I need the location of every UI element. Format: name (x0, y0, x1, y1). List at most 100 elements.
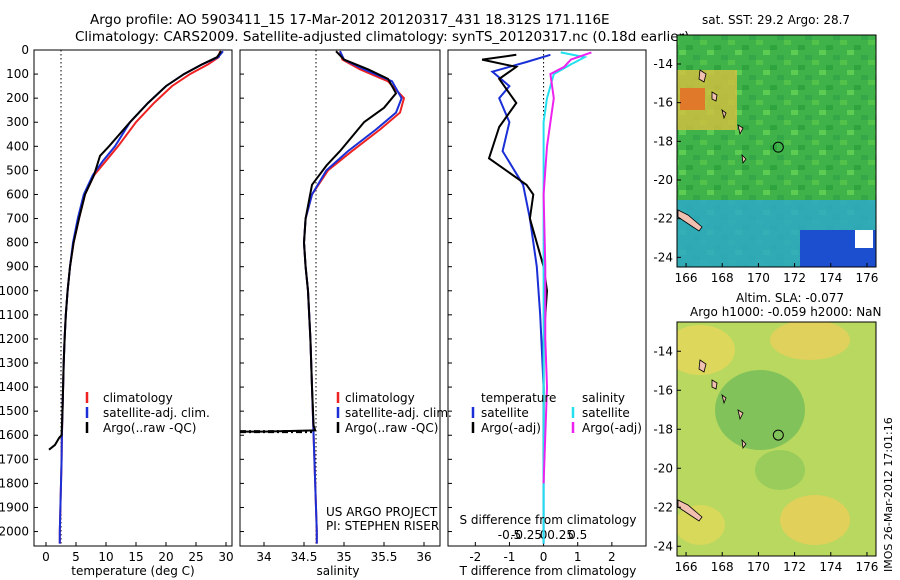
map-y-tick-label: -20 (653, 461, 673, 475)
map-x-tick-label: 176 (856, 560, 879, 574)
map-y-tick-label: -24 (653, 250, 673, 264)
y-tick-label: 1200 (0, 332, 29, 346)
map-y-tick-label: -14 (653, 344, 673, 358)
sla-low-2 (755, 450, 805, 490)
x-tick-label: -1 (503, 550, 515, 564)
secondary-x-tick-label: -0.25 (511, 528, 542, 542)
pi-annotation: PI: STEPHEN RISER (326, 519, 439, 533)
y-tick-label: 0 (21, 43, 29, 57)
x-tick-label: 25 (188, 550, 203, 564)
x-tick-label: 35.5 (371, 550, 398, 564)
series-line (542, 51, 592, 484)
x-tick-label: 5 (72, 550, 80, 564)
x-tick-label: 30 (218, 550, 233, 564)
missing-data (855, 230, 873, 248)
series-line (58, 50, 224, 544)
imos-stamp: IMOS 26-Mar-2012 17:01:16 (882, 417, 895, 572)
sla-map (677, 322, 876, 556)
x-tick-label: 1 (574, 550, 582, 564)
sst-map-axes: 166 168 170 172 174 176 -14 -16 -18 -20 -22 -24 (653, 57, 878, 285)
map-y-tick-label: -14 (653, 57, 673, 71)
legend-label-temp-argo: Argo(-adj) (481, 421, 541, 435)
x-tick-label: 34.5 (291, 550, 318, 564)
series-line (490, 53, 551, 544)
map-x-tick-label: 166 (675, 271, 698, 285)
temperature-panel (33, 49, 233, 547)
map-x-tick-label: 174 (819, 560, 842, 574)
map-y-tick-label: -24 (653, 539, 673, 553)
legend-title-salinity: salinity (582, 391, 625, 405)
legend-label-satellite: satellite-adj. clim. (103, 406, 210, 420)
y-tick-label: 900 (6, 260, 29, 274)
sla-map-axes: 166 168 170 172 174 176 -14 -16 -18 -20 -22 -24 (653, 344, 878, 574)
series-line (48, 50, 223, 451)
island-vanuatu (698, 69, 747, 165)
y-tick-label: 1700 (0, 452, 29, 466)
map-y-tick-label: -22 (653, 500, 673, 514)
project-annotation: US ARGO PROJECT (326, 505, 438, 519)
x-tick-label: 2 (608, 550, 616, 564)
y-tick-label: 1600 (0, 428, 29, 442)
map-x-tick-label: 168 (711, 560, 734, 574)
legend-label-climatology: climatology (103, 391, 173, 405)
difference-panel (447, 49, 647, 547)
map-y-tick-label: -18 (653, 134, 673, 148)
sla-map-frame (676, 321, 877, 557)
map-x-tick-label: 174 (819, 271, 842, 285)
header-line1: Argo profile: AO 5903411_15 17-Mar-2012 … (90, 12, 610, 28)
profile-marker (772, 429, 784, 441)
map-y-tick-label: -22 (653, 212, 673, 226)
y-tick-label: 1300 (0, 356, 29, 370)
difference-xlabel: T difference from climatology (459, 564, 637, 578)
y-tick-label: 400 (6, 139, 29, 153)
y-tick-label: 800 (6, 236, 29, 250)
map-x-tick-label: 170 (747, 560, 770, 574)
y-tick-label: 1000 (0, 284, 29, 298)
sla-high-2 (770, 322, 850, 360)
y-tick-label: 1800 (0, 476, 29, 490)
sla-map-title-1: Altim. SLA: -0.077 (736, 291, 844, 305)
series-line (302, 50, 403, 544)
difference-secondary-xlabel: S difference from climatology (460, 513, 637, 527)
legend-label-temp-satellite: satellite (481, 406, 529, 420)
map-y-tick-label: -16 (653, 383, 673, 397)
series-line (240, 50, 397, 433)
sst-map (677, 35, 876, 267)
map-x-tick-label: 168 (711, 271, 734, 285)
y-tick-label: 1900 (0, 500, 29, 514)
profile-marker (772, 141, 784, 153)
y-tick-label: 1100 (0, 308, 29, 322)
map-x-tick-label: 166 (675, 560, 698, 574)
sla-high-1 (677, 325, 735, 375)
sla-high-4 (677, 505, 725, 545)
legend-label-sal-argo: Argo(-adj) (582, 421, 642, 435)
island-vanuatu (698, 359, 747, 450)
map-x-tick-label: 172 (783, 271, 806, 285)
salinity-panel (239, 49, 441, 547)
difference-legend: temperature satellite Argo(-adj) salinit… (471, 391, 642, 435)
salinity-legend: climatology satellite-adj. clim. Argo(..… (336, 391, 452, 435)
x-tick-label: -2 (469, 550, 481, 564)
x-tick-label: 10 (98, 550, 113, 564)
legend-label-satellite: satellite-adj. clim. (345, 406, 452, 420)
x-tick-label: 15 (128, 550, 143, 564)
sla-high-3 (780, 495, 850, 545)
salinity-xlabel: salinity (316, 564, 359, 578)
y-tick-label: 200 (6, 91, 29, 105)
x-tick-label: 0 (42, 550, 50, 564)
y-tick-label: 600 (6, 187, 29, 201)
map-y-tick-label: -16 (653, 96, 673, 110)
y-tick-label: 1400 (0, 380, 29, 394)
y-tick-label: 1500 (0, 404, 29, 418)
x-tick-label: 34 (256, 550, 271, 564)
depth-axis: 0 100 200 300 400 500 600 700 800 900 1000 1100 1200… (0, 43, 452, 539)
temperature-xlabel: temperature (deg C) (71, 564, 194, 578)
x-tick-label: 36 (416, 550, 431, 564)
series-line (542, 51, 588, 544)
sst-map-frame (676, 34, 877, 268)
y-tick-label: 100 (6, 67, 29, 81)
sla-map-title-2: Argo h1000: -0.059 h2000: NaN (690, 305, 882, 319)
y-tick-label: 300 (6, 115, 29, 129)
x-tick-label: 20 (158, 550, 173, 564)
map-y-tick-label: -18 (653, 422, 673, 436)
